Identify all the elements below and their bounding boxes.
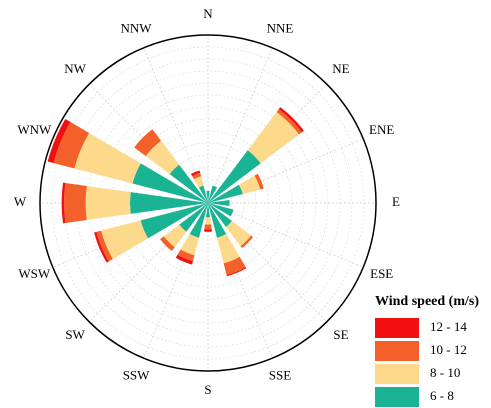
wedge [204, 224, 212, 230]
direction-label: E [392, 194, 400, 209]
grid-ring [99, 94, 317, 312]
wedge [53, 121, 90, 169]
wedge [278, 107, 304, 133]
wedge [61, 182, 66, 224]
direction-label: NW [64, 61, 86, 76]
wedge [130, 192, 208, 214]
wedge [239, 175, 261, 194]
wedge [198, 185, 208, 203]
wedge [208, 199, 230, 207]
direction-label: SSW [123, 368, 150, 383]
legend-title: Wind speed (m/s) [375, 294, 479, 309]
legend-swatch [375, 318, 419, 338]
wedge [169, 164, 208, 203]
wedge [160, 236, 175, 251]
direction-label: SSE [269, 368, 291, 383]
wedge [204, 217, 212, 225]
wedge [96, 230, 113, 262]
direction-label: ENE [369, 122, 394, 137]
wedge [175, 254, 193, 265]
legend-swatch [375, 341, 419, 361]
wedge [177, 249, 195, 262]
wedge [208, 203, 232, 227]
wedge [205, 203, 211, 218]
direction-label: NE [332, 61, 349, 76]
wedge [226, 267, 247, 277]
wedge [254, 173, 264, 190]
wedge [226, 221, 252, 247]
wedge [247, 111, 300, 164]
wedge [208, 150, 261, 203]
grid-ring [75, 70, 341, 336]
wedge [190, 170, 201, 177]
direction-label: SW [65, 327, 85, 342]
wedge [47, 118, 71, 164]
direction-label: WSW [18, 266, 51, 281]
outer-ring [39, 34, 377, 372]
wedge [145, 140, 180, 175]
wedge [140, 203, 208, 239]
wedge [163, 224, 187, 248]
wedge [203, 229, 213, 232]
direction-label: S [204, 382, 211, 397]
wedge [192, 172, 202, 180]
direction-label: ESE [370, 266, 393, 281]
grid-ring [51, 46, 365, 360]
direction-label: NNE [267, 20, 294, 35]
wedge [240, 235, 254, 249]
wedge [208, 184, 243, 203]
wedge [134, 129, 162, 157]
wedge [208, 203, 234, 217]
direction-label: NNW [121, 20, 153, 35]
legend-label: 6 - 8 [430, 388, 454, 403]
wedge [132, 163, 208, 203]
wedge [193, 176, 204, 188]
legend-swatch [375, 387, 419, 407]
direction-label: W [14, 194, 27, 209]
wedge [206, 191, 210, 203]
legend-swatch [375, 364, 419, 384]
legend-label: 12 - 14 [430, 319, 467, 334]
wedge [276, 109, 302, 135]
wedge [63, 182, 87, 224]
direction-label: N [203, 6, 213, 21]
legend-label: 8 - 10 [430, 365, 460, 380]
wedge [208, 203, 227, 238]
legend-label: 10 - 12 [430, 342, 467, 357]
grid-ring [159, 154, 257, 252]
wedge [85, 185, 131, 221]
wedge [74, 132, 141, 184]
direction-label: WNW [17, 122, 52, 137]
grid-ring [123, 118, 293, 288]
wedge [208, 185, 218, 203]
wedge [94, 231, 109, 263]
wedge [217, 234, 240, 264]
wedge [179, 203, 208, 232]
direction-label: SE [333, 327, 348, 342]
wedge [223, 256, 246, 276]
wedge [101, 220, 149, 260]
wedge [180, 234, 199, 256]
wedge [189, 203, 208, 238]
